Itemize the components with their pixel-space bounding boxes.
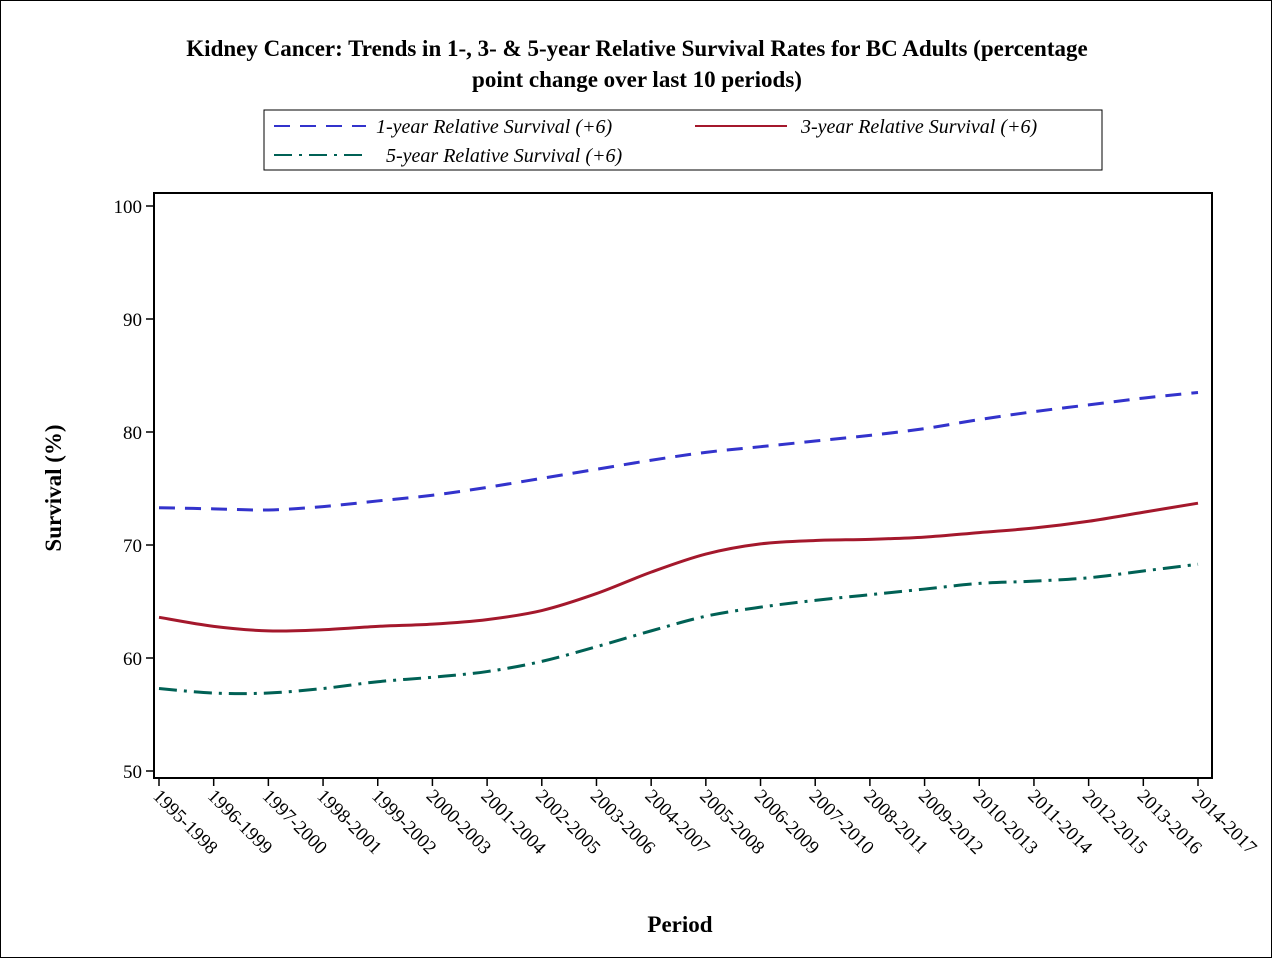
y-tick-label-60: 60 [123, 649, 142, 670]
chart-title-line-2: point change over last 10 periods) [472, 67, 802, 92]
y-tick-label-90: 90 [123, 310, 142, 331]
legend-label-2: 3-year Relative Survival (+6) [800, 116, 1038, 138]
series-line-1 [158, 390, 1199, 512]
x-axis-title: Period [647, 912, 712, 937]
y-tick-label-80: 80 [123, 423, 142, 444]
series-line-3 [158, 562, 1199, 696]
chart-title-line-1: Kidney Cancer: Trends in 1-, 3- & 5-year… [186, 36, 1087, 61]
legend: 1-year Relative Survival (+6) 3-year Rela… [263, 109, 1103, 171]
legend-label-3: 5-year Relative Survival (+6) [386, 145, 623, 167]
plot-frame [153, 192, 1213, 779]
legend-label-1: 1-year Relative Survival (+6) [376, 116, 613, 138]
plot-area: 50607080901001995-19981996-19991997-2000… [114, 192, 1261, 859]
series-line-2 [158, 501, 1199, 633]
y-tick-label-100: 100 [114, 197, 143, 218]
y-axis-title: Survival (%) [41, 424, 66, 551]
legend-box [263, 109, 1103, 171]
y-tick-label-50: 50 [123, 762, 142, 783]
y-tick-label-70: 70 [123, 536, 142, 557]
